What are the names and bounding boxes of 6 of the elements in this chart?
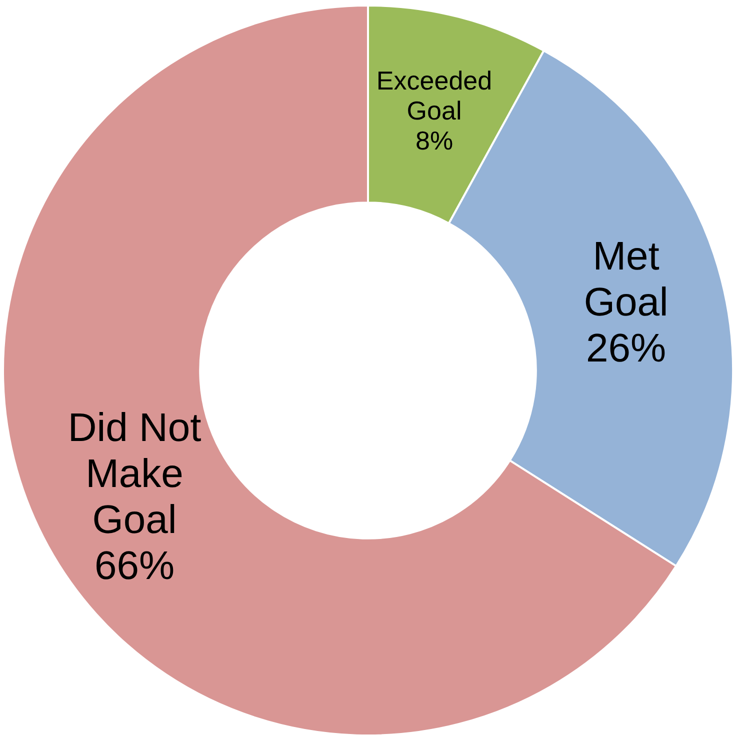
data-label: 66% [94,544,175,588]
data-label: 26% [586,326,666,370]
slice-label: Did Not Make Goal [68,406,202,542]
data-label: 8% [415,125,454,156]
slice-label: Exceeded Goal [376,66,492,126]
slice-label: Met Goal [584,234,668,324]
